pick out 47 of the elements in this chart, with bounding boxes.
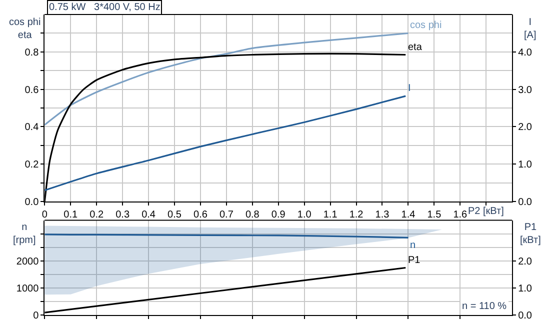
- annotation: n = 110 %: [462, 301, 507, 312]
- y2-tick-label: 3.0: [518, 84, 532, 96]
- y2-tick-label: 2.0: [518, 122, 532, 134]
- series-label: cos phi: [410, 20, 442, 31]
- line-series: [44, 95, 406, 192]
- x-tick-label: 0.7: [219, 210, 234, 221]
- x-tick-label: 0.2: [90, 210, 104, 221]
- x-tick-label: 0.8: [245, 210, 260, 221]
- x-axis-title: P2 [кВт]: [468, 206, 504, 217]
- x-tick-label: 0.1: [64, 210, 78, 221]
- x-tick-label: 0.3: [116, 210, 130, 221]
- series-label: eta: [408, 42, 422, 53]
- y-tick-label: 0.8: [24, 47, 40, 58]
- y2-tick-label: 0.0: [518, 310, 532, 322]
- x-tick-label: 0.6: [194, 210, 208, 221]
- y2-axis-title: P1 [кВт]: [520, 222, 542, 246]
- y2-axis-title: I [A]: [524, 17, 536, 41]
- y-tick-label: 0.2: [24, 160, 40, 171]
- y-tick-label: 1000: [16, 284, 40, 295]
- y-tick-label: 0: [33, 310, 40, 322]
- y-tick-label: 0.6: [24, 84, 40, 96]
- x-tick-label: 0.5: [168, 210, 182, 221]
- x-tick-label: 1.6: [453, 210, 468, 221]
- y-axis-title: n [rpm]: [13, 222, 36, 246]
- x-tick-label: 1.2: [349, 210, 364, 221]
- y-axis-title: cos phi eta: [9, 17, 41, 41]
- y-tick-label: 2000: [16, 256, 40, 268]
- y2-tick-label: 1.0: [518, 160, 532, 171]
- x-tick-label: 1.3: [375, 210, 390, 221]
- x-tick-label: 1.4: [401, 210, 416, 221]
- y2-tick-label: 1.0: [518, 284, 532, 295]
- y2-tick-label: 0.0: [518, 197, 532, 208]
- x-tick-label: 0.4: [142, 210, 156, 221]
- line-series: [44, 32, 410, 126]
- x-tick-label: 1.0: [297, 210, 312, 221]
- series-label: P1: [408, 255, 421, 266]
- x-tick-label: 1.1: [323, 210, 338, 221]
- x-tick-label: 0: [42, 210, 48, 221]
- chart-title: 0.75 kW 3*400 V, 50 Hz: [49, 2, 160, 13]
- y2-tick-label: 2.0: [518, 256, 532, 268]
- y2-tick-label: 4.0: [518, 47, 532, 58]
- series-label: n: [410, 240, 416, 251]
- x-tick-label: 1.5: [427, 210, 442, 221]
- series-label: I: [408, 83, 411, 94]
- y-tick-label: 0.4: [24, 122, 40, 134]
- x-tick-label: 0.9: [271, 210, 286, 221]
- y-tick-label: 0.0: [24, 197, 40, 208]
